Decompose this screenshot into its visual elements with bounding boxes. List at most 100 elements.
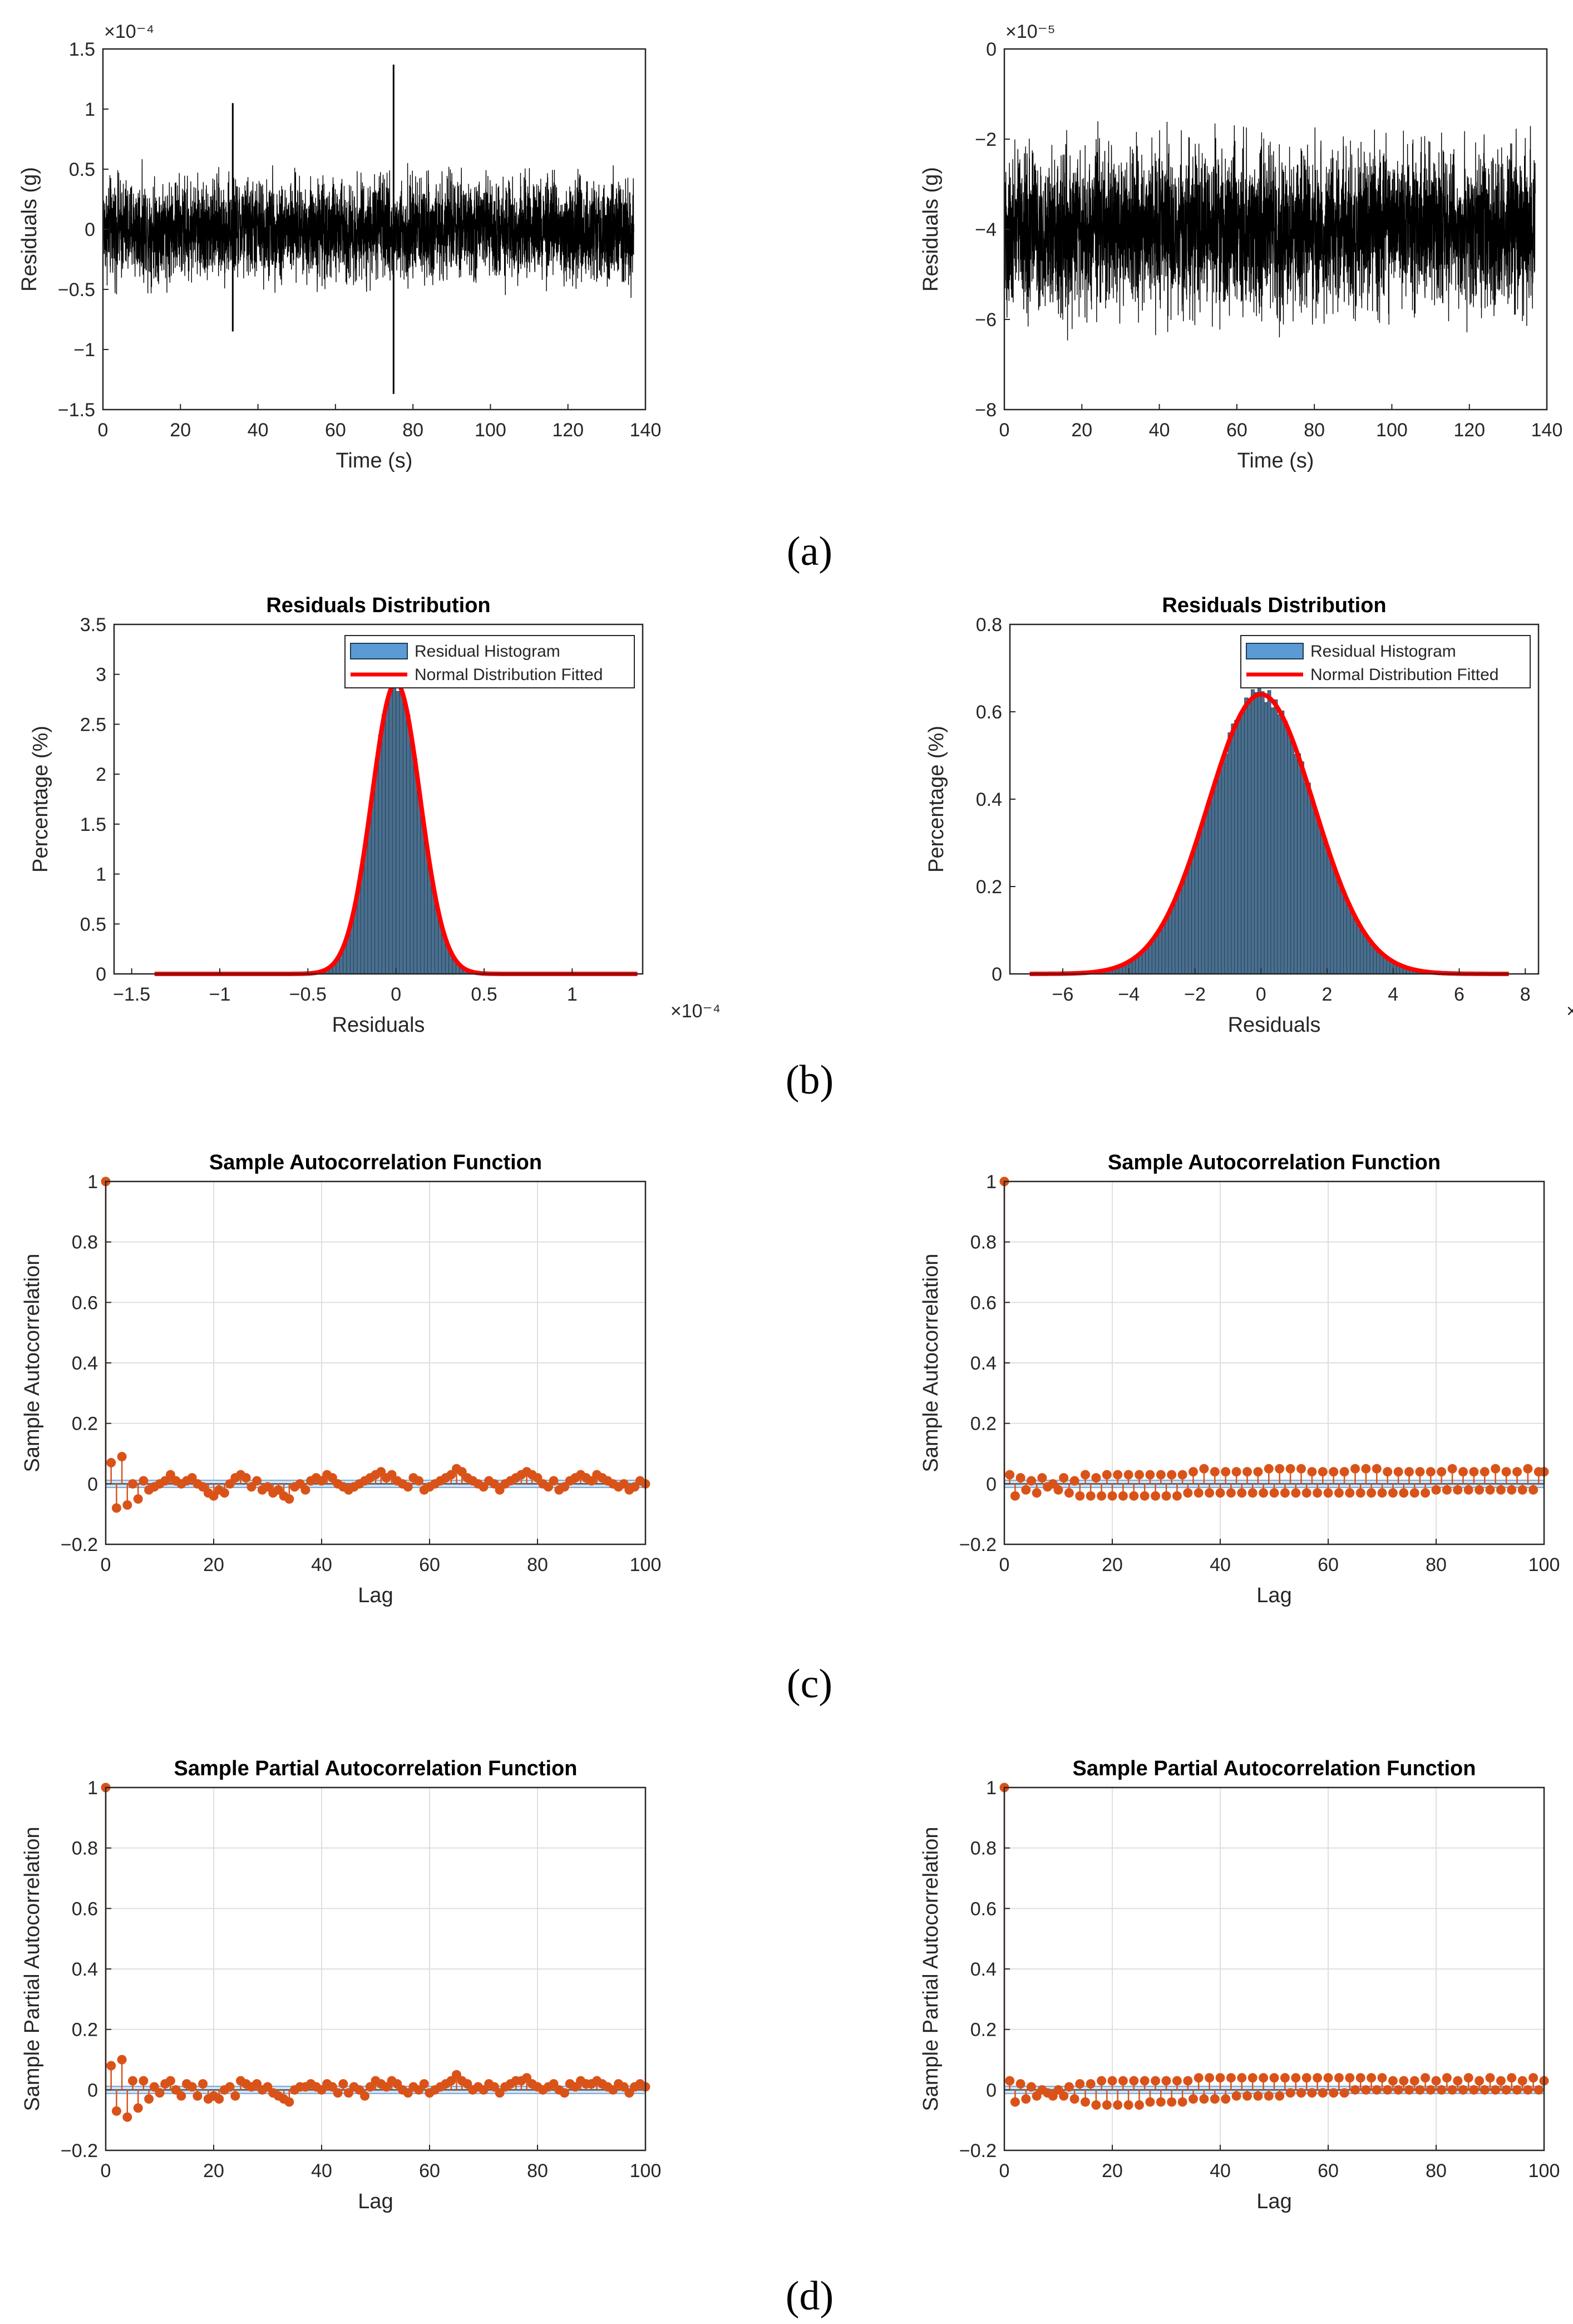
y-axis-label: Sample Partial Autocorrelation bbox=[919, 1826, 943, 2111]
y-tick-label: 0.5 bbox=[80, 914, 106, 935]
y-exponent-label: ×10⁻⁴ bbox=[104, 21, 154, 42]
histogram-bar bbox=[413, 759, 418, 974]
y-axis-label: Sample Autocorrelation bbox=[21, 1254, 44, 1473]
stem-marker bbox=[122, 2112, 132, 2122]
y-tick-label: 0.6 bbox=[976, 702, 1002, 723]
stem-marker bbox=[1015, 1473, 1025, 1483]
x-tick-label: 2 bbox=[1322, 984, 1333, 1005]
x-tick-label: 120 bbox=[1453, 420, 1485, 441]
stem-marker bbox=[1081, 1470, 1090, 1480]
stem-marker bbox=[1183, 2076, 1193, 2086]
stem-marker bbox=[376, 1467, 386, 1477]
stem-marker bbox=[333, 2088, 343, 2098]
x-tick-label: 1 bbox=[567, 984, 578, 1005]
stem-marker bbox=[344, 2088, 353, 2098]
histogram-bar bbox=[1340, 886, 1344, 974]
stem-marker bbox=[619, 1479, 629, 1489]
stem-marker bbox=[1253, 1467, 1263, 1477]
stem-marker bbox=[1372, 1464, 1382, 1474]
stem-marker bbox=[1145, 2097, 1155, 2107]
x-axis-label: Lag bbox=[358, 2190, 393, 2213]
stem-marker bbox=[1231, 2091, 1241, 2101]
stem-marker bbox=[1199, 1464, 1209, 1474]
histogram-bar bbox=[1161, 923, 1166, 974]
stem-marker bbox=[1053, 1485, 1063, 1495]
stem-marker bbox=[489, 1479, 499, 1489]
stem-marker bbox=[1323, 2073, 1333, 2083]
stem-marker bbox=[1097, 1491, 1107, 1501]
y-tick-label: −1 bbox=[73, 339, 95, 361]
y-tick-label: 1 bbox=[96, 864, 106, 885]
chart-c-right: 0 20 40 60 80 100−0.200.20.40.60.81LagSample … bbox=[919, 1151, 1560, 1607]
stem-marker bbox=[160, 1476, 170, 1486]
stem-marker bbox=[1345, 1488, 1355, 1498]
stem-marker bbox=[1377, 1488, 1387, 1498]
x-tick-label: 20 bbox=[170, 420, 191, 441]
stem-marker bbox=[1129, 2076, 1139, 2086]
histogram-bar bbox=[1270, 707, 1275, 974]
legend-label-fit: Normal Distribution Fitted bbox=[1310, 666, 1498, 684]
stem-marker bbox=[1264, 2091, 1274, 2101]
stem-marker bbox=[549, 2079, 559, 2089]
stem-marker bbox=[1415, 1467, 1425, 1477]
x-axis-label: Residuals bbox=[1228, 1013, 1321, 1037]
stem-marker bbox=[1409, 1488, 1419, 1498]
x-tick-label: 100 bbox=[1376, 420, 1408, 441]
chart-d-right: 0 20 40 60 80 100−0.200.20.40.60.81LagSample … bbox=[919, 1757, 1560, 2213]
stem-marker bbox=[1135, 1470, 1144, 1480]
stem-marker bbox=[1426, 1467, 1436, 1477]
histogram-bar bbox=[385, 700, 389, 974]
stem-marker bbox=[1280, 2073, 1290, 2083]
stem-marker bbox=[1512, 2085, 1522, 2095]
x-tick-label: −4 bbox=[1118, 984, 1140, 1005]
stem-marker bbox=[1528, 1485, 1539, 1495]
stem-marker bbox=[1285, 2088, 1295, 2098]
x-tick-label: 140 bbox=[1531, 420, 1563, 441]
y-tick-label: 1.5 bbox=[69, 39, 95, 60]
histogram-bar bbox=[1227, 732, 1232, 974]
stem-marker bbox=[1388, 1488, 1398, 1498]
stem-marker bbox=[414, 2085, 424, 2095]
y-tick-label: 1 bbox=[986, 1778, 997, 1799]
stem-marker bbox=[1091, 2100, 1101, 2110]
stem-marker bbox=[1210, 1467, 1220, 1477]
stem-marker bbox=[171, 2085, 181, 2095]
x-tick-label: 80 bbox=[402, 420, 423, 441]
stem-marker bbox=[1086, 2079, 1096, 2089]
stem-marker bbox=[1247, 1488, 1258, 1498]
histogram-bar bbox=[1267, 690, 1271, 974]
x-tick-label: 40 bbox=[1149, 420, 1170, 441]
stem-marker bbox=[284, 2097, 294, 2107]
x-tick-label: 80 bbox=[527, 2160, 548, 2182]
chart-d-left: 0 20 40 60 80 100−0.200.20.40.60.81LagSample … bbox=[21, 1757, 661, 2213]
histogram-bar bbox=[1297, 753, 1301, 974]
histogram-bar bbox=[392, 681, 397, 974]
x-tick-label: 60 bbox=[325, 420, 346, 441]
legend-swatch-histogram bbox=[1246, 643, 1304, 659]
histogram-bar bbox=[1254, 692, 1258, 974]
stem-marker bbox=[1118, 2076, 1128, 2086]
stem-marker bbox=[1475, 2076, 1485, 2086]
stem-marker bbox=[1361, 2085, 1371, 2095]
stem-marker bbox=[1177, 1470, 1187, 1480]
stem-marker bbox=[1404, 1467, 1414, 1477]
histogram-bar bbox=[1274, 699, 1278, 974]
histogram-bar bbox=[1207, 797, 1212, 974]
stem-marker bbox=[1118, 1491, 1128, 1501]
stem-marker bbox=[1501, 1467, 1511, 1477]
histogram-bar bbox=[1353, 915, 1357, 974]
stem-marker bbox=[462, 2079, 472, 2089]
stem-marker bbox=[263, 2082, 273, 2092]
stem-marker bbox=[1156, 1470, 1166, 1480]
stem-marker bbox=[495, 2088, 505, 2098]
stem-marker bbox=[1517, 2076, 1527, 2086]
y-tick-label: 0 bbox=[986, 39, 997, 60]
y-tick-label: 0.4 bbox=[72, 1353, 98, 1374]
stem-marker bbox=[1194, 2073, 1204, 2083]
stem-marker bbox=[1237, 1488, 1247, 1498]
stem-marker bbox=[1107, 2076, 1117, 2086]
stem-marker bbox=[111, 2106, 121, 2116]
stem-marker bbox=[1221, 2094, 1231, 2104]
stem-marker bbox=[414, 1476, 424, 1486]
stem-marker bbox=[1507, 2073, 1517, 2083]
